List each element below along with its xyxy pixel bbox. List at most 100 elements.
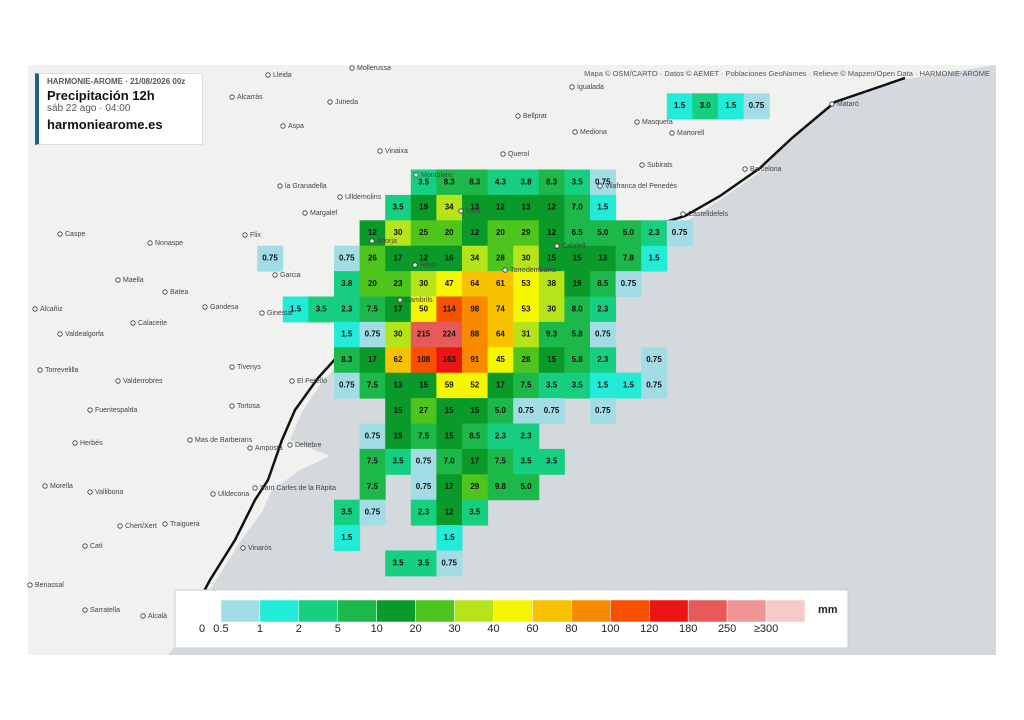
place-dot — [115, 277, 121, 283]
place-name: Caspe — [65, 231, 85, 238]
precip-cell — [487, 245, 514, 272]
place-dot — [229, 94, 235, 100]
precip-value: 1.5 — [444, 533, 456, 542]
legend-label: 80 — [565, 623, 577, 635]
precip-cell — [436, 372, 463, 399]
place-dot — [289, 378, 295, 384]
precip-value: 3.5 — [392, 203, 404, 212]
precip-value: 3.5 — [418, 558, 430, 567]
legend-label: 100 — [601, 623, 619, 635]
precip-cell — [590, 296, 617, 323]
site[interactable]: harmoniearome.es — [47, 117, 163, 132]
place-name: Alforja — [377, 238, 397, 245]
place-name: Mas de Barberans — [195, 437, 253, 444]
precip-cell — [462, 423, 489, 450]
place-name: Martorell — [677, 130, 705, 137]
precip-cell — [410, 499, 437, 526]
precip-cell — [436, 245, 463, 272]
place-name: Vallibona — [95, 489, 123, 496]
precip-value: 3.5 — [572, 177, 584, 186]
precip-cell — [436, 169, 463, 196]
place-dot — [140, 613, 146, 619]
precip-cell — [641, 245, 668, 272]
place-name: Cambrils — [405, 297, 433, 304]
precip-value: 5.0 — [495, 406, 507, 415]
precip-value: 45 — [496, 355, 505, 364]
legend-label: ≥300 — [754, 623, 778, 635]
place-name: Valls — [466, 208, 481, 215]
precip-cell — [410, 372, 437, 399]
place-name: Tortosa — [237, 403, 260, 410]
precip-value: 1.5 — [597, 203, 609, 212]
place-name: Benassal — [35, 582, 64, 589]
place-dot — [87, 489, 93, 495]
precip-cell — [334, 245, 361, 272]
legend-label: 30 — [448, 623, 460, 635]
precip-cell — [743, 93, 770, 120]
place-name: Herbés — [80, 440, 103, 447]
precip-cell — [487, 169, 514, 196]
precip-cell — [513, 347, 540, 374]
precip-cell — [487, 194, 514, 221]
precip-cell — [410, 220, 437, 247]
precip-cell — [359, 474, 386, 501]
precip-value: 3.5 — [469, 508, 481, 517]
legend-swatch — [337, 599, 377, 623]
place-name: Castelldefels — [688, 211, 729, 218]
precip-cell — [487, 220, 514, 247]
precip-value: 30 — [522, 254, 531, 263]
place-dot — [554, 243, 560, 249]
place-dot — [57, 331, 63, 337]
precip-cell — [487, 372, 514, 399]
precip-cell — [538, 347, 565, 374]
precip-cell — [487, 448, 514, 475]
legend-label: 180 — [679, 623, 697, 635]
precip-value: 64 — [470, 279, 479, 288]
precip-cell — [564, 271, 591, 297]
precip-cell — [462, 347, 489, 374]
place-dot — [115, 378, 121, 384]
precip-cell — [385, 271, 412, 297]
precip-value: 7.5 — [367, 482, 379, 491]
precip-cell — [666, 220, 693, 247]
precip-value: 17 — [445, 482, 454, 491]
precip-value: 3.5 — [316, 304, 328, 313]
precip-cell — [334, 525, 361, 551]
legend-swatch — [298, 599, 338, 623]
precip-cell — [538, 194, 565, 221]
precip-cell — [462, 499, 489, 526]
place-name: Aspa — [288, 123, 304, 130]
place-dot — [162, 289, 168, 295]
precip-value: 27 — [419, 406, 428, 415]
place-dot — [37, 367, 43, 373]
precip-value: 15 — [394, 431, 403, 440]
precip-cell — [513, 372, 540, 399]
precip-cell — [359, 321, 386, 348]
precip-cell — [641, 347, 668, 374]
precip-value: 53 — [522, 279, 531, 288]
place-name: la Granadella — [285, 183, 327, 190]
precip-value: 38 — [547, 279, 556, 288]
precip-value: 0.75 — [365, 330, 381, 339]
precip-cell — [359, 347, 386, 374]
place-name: Valderrobres — [123, 378, 163, 385]
precip-value: 8.5 — [469, 431, 481, 440]
precip-value: 0.75 — [544, 406, 560, 415]
legend-label: 250 — [718, 623, 736, 635]
precip-cell — [564, 347, 591, 374]
precip-cell — [359, 448, 386, 475]
place-name: Mollerussa — [357, 65, 391, 72]
place-dot — [147, 240, 153, 246]
place-dot — [72, 440, 78, 446]
place-dot — [265, 72, 271, 78]
legend-swatch — [415, 599, 455, 623]
precip-cell — [564, 169, 591, 196]
precip-cell — [436, 398, 463, 424]
precip-cell — [257, 245, 284, 272]
precip-value: 31 — [522, 330, 531, 339]
model: HARMONIE-AROME · 21/08/2026 00z — [47, 77, 186, 86]
place-dot — [162, 521, 168, 527]
precip-cell — [308, 296, 335, 323]
precip-value: 30 — [547, 304, 556, 313]
precip-value: 0.75 — [672, 228, 688, 237]
